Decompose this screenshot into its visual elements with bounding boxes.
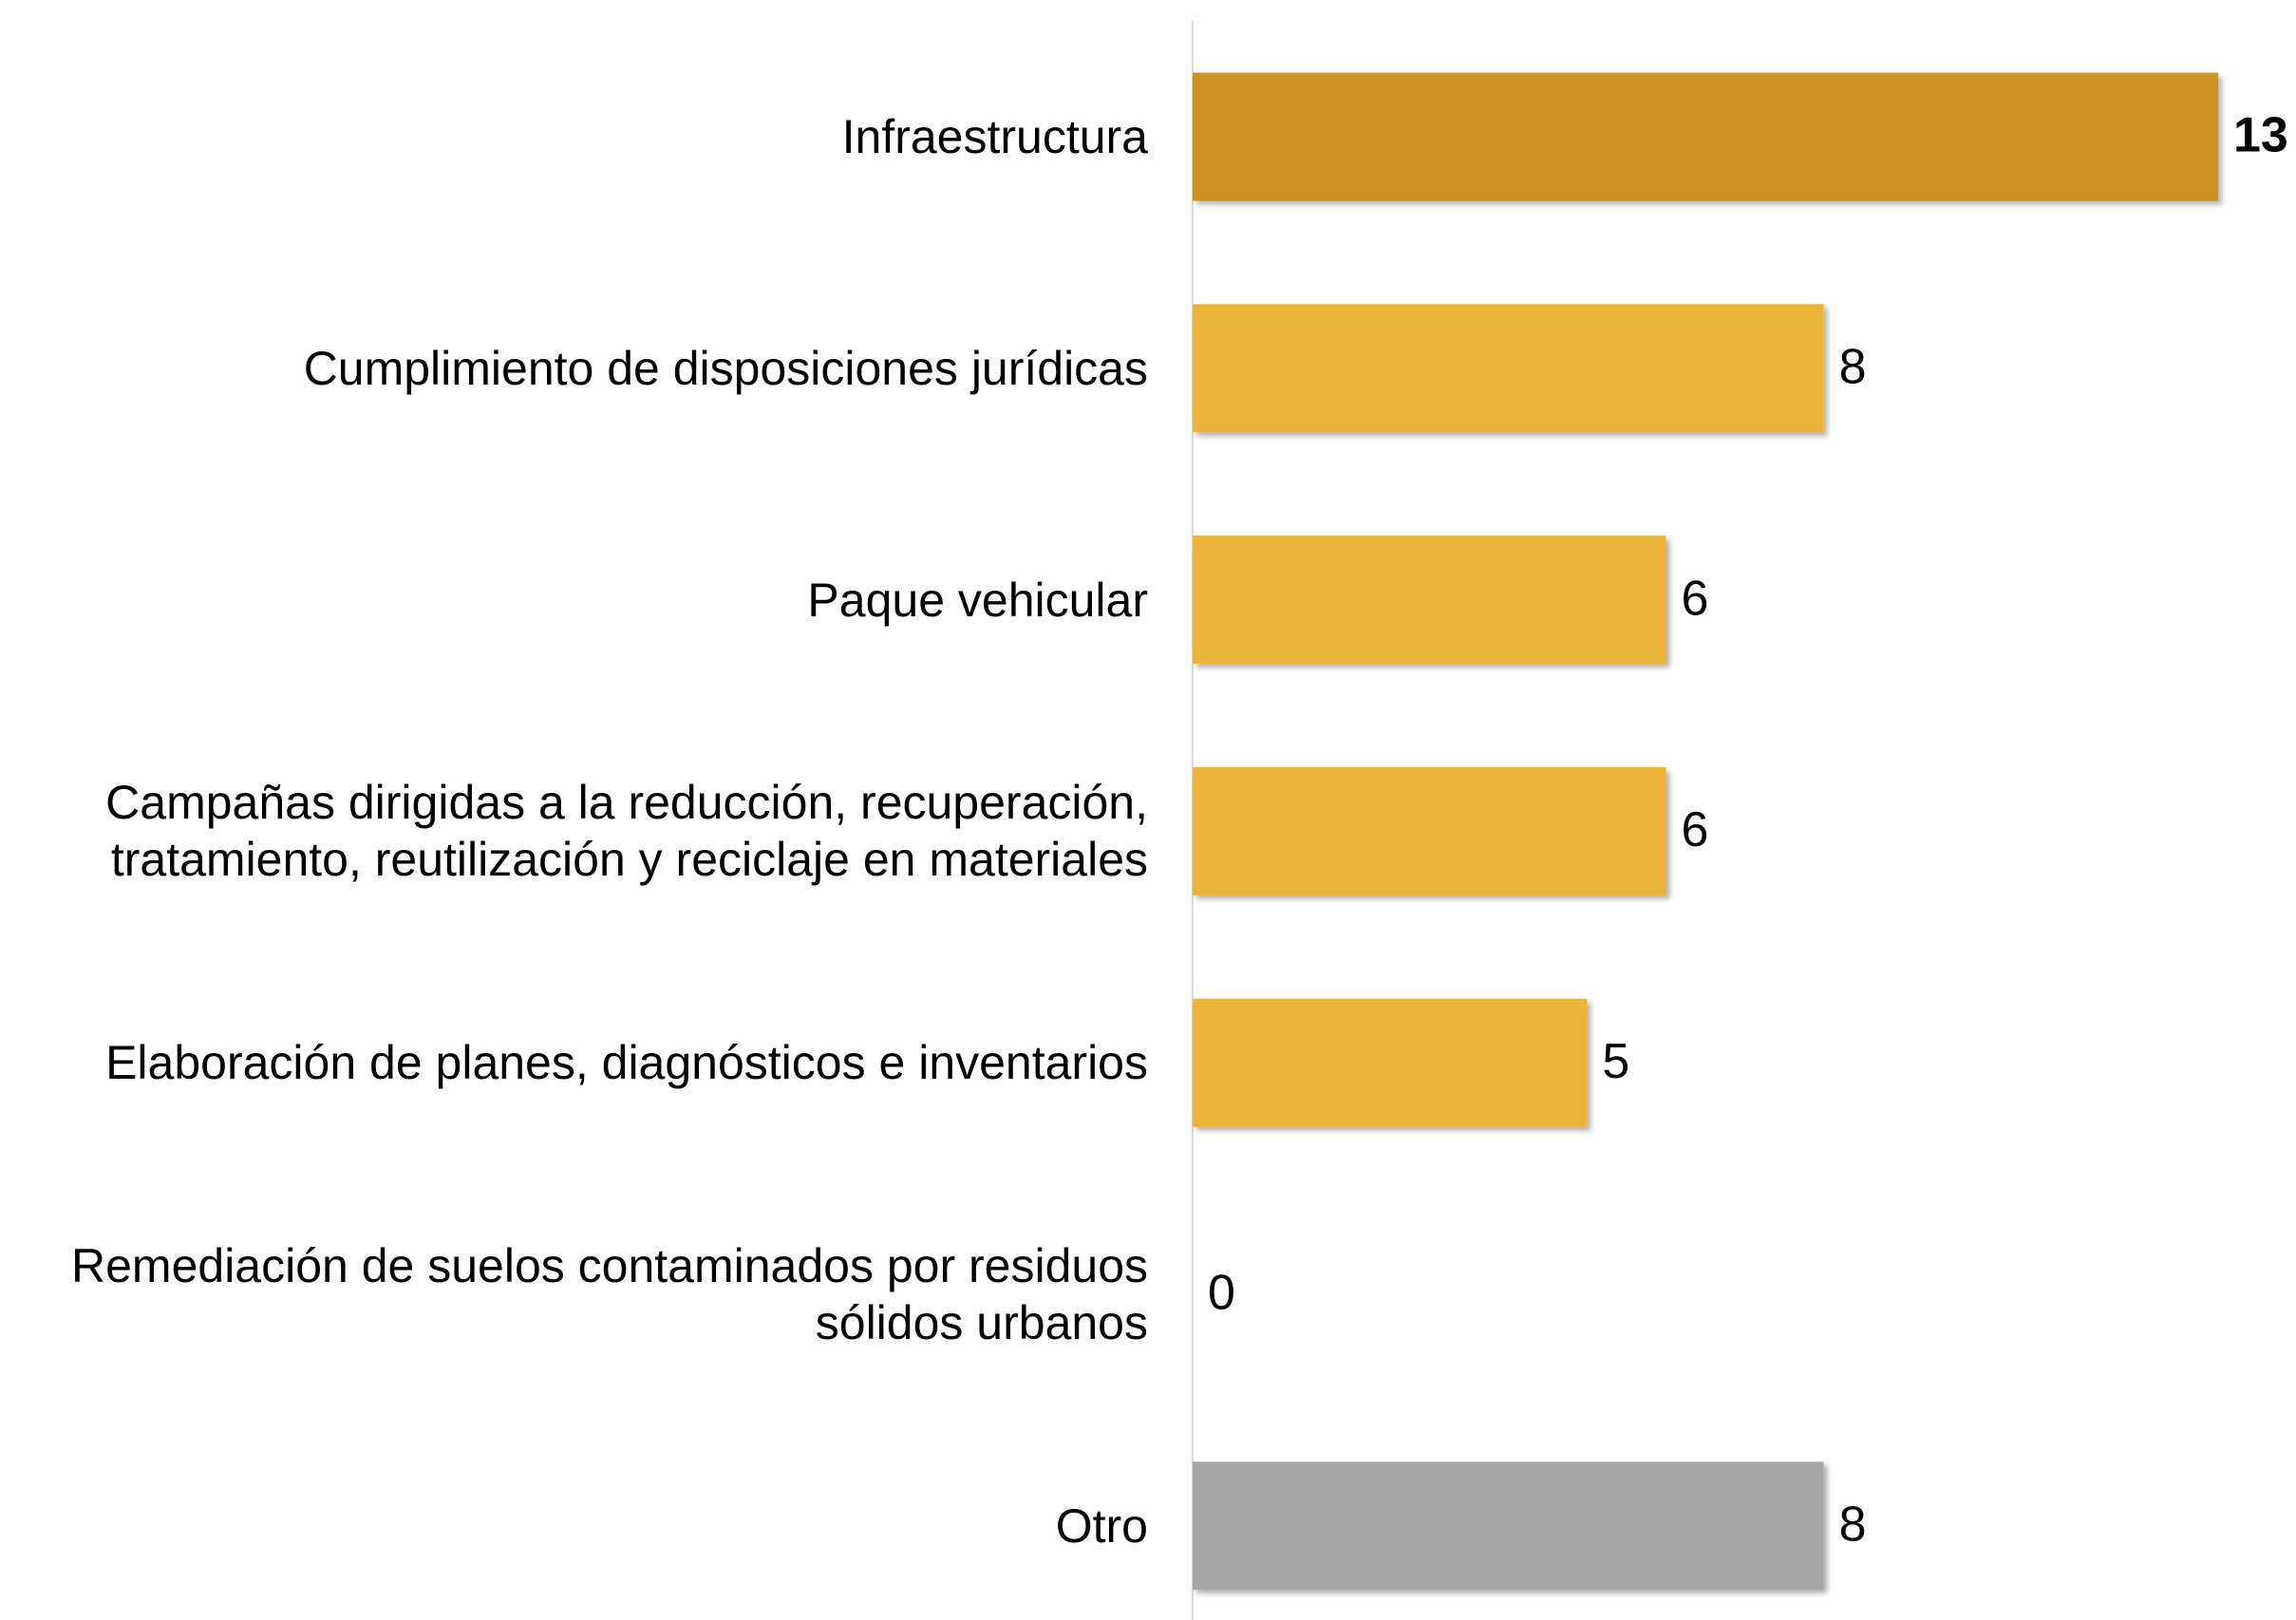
value-label: 13 <box>2233 108 2288 163</box>
category-label: Remediación de suelos contaminados por r… <box>71 1239 1148 1349</box>
category-label: Paque vehicular <box>807 573 1148 627</box>
bar <box>1193 304 1824 433</box>
value-label: 5 <box>1602 1034 1629 1089</box>
value-label: 8 <box>1839 1498 1867 1553</box>
bar <box>1193 1461 1824 1591</box>
bar <box>1193 72 2218 201</box>
value-label: 6 <box>1681 571 1708 626</box>
category-label: Campañas dirigidas a la reducción, recup… <box>105 776 1148 887</box>
value-label: 8 <box>1839 340 1867 395</box>
value-label: 0 <box>1208 1266 1235 1321</box>
category-label: Otro <box>1055 1498 1148 1553</box>
value-label: 6 <box>1681 802 1708 857</box>
bar <box>1193 536 1666 665</box>
bar <box>1193 998 1588 1127</box>
bar <box>1193 766 1666 895</box>
category-label: Cumplimiento de disposiciones jurídicas <box>303 341 1148 395</box>
category-label: Elaboración de planes, diagnósticos e in… <box>105 1036 1148 1090</box>
category-label: Infraestructura <box>841 110 1148 163</box>
